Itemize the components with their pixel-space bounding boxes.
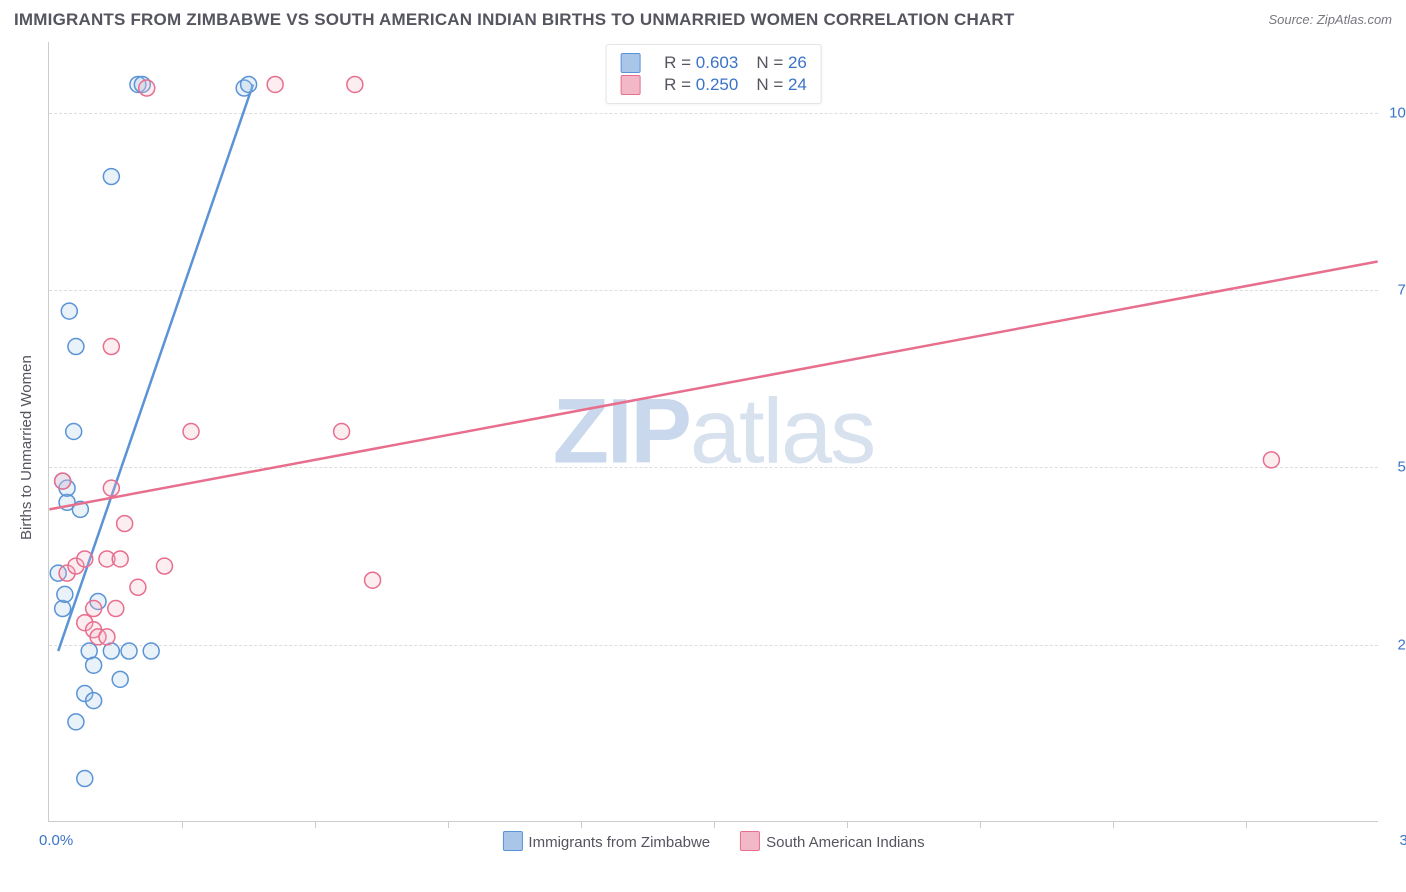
data-point-sai (267, 77, 283, 93)
data-point-sai (77, 551, 93, 567)
data-point-zimbabwe (68, 714, 84, 730)
data-point-sai (1263, 452, 1279, 468)
data-point-sai (117, 516, 133, 532)
data-point-zimbabwe (61, 303, 77, 319)
data-point-sai (156, 558, 172, 574)
chart-title: IMMIGRANTS FROM ZIMBABWE VS SOUTH AMERIC… (14, 10, 1014, 29)
y-axis-label: Births to Unmarried Women (18, 355, 35, 540)
data-point-zimbabwe (112, 671, 128, 687)
legend-item-sai: South American Indians (740, 831, 924, 851)
data-point-zimbabwe (55, 601, 71, 617)
chart-svg-overlay (49, 42, 1378, 821)
data-point-zimbabwe (68, 339, 84, 355)
data-point-zimbabwe (241, 77, 257, 93)
scatter-plot-area: ZIPatlas 0.0% 30.0% Immigrants from Zimb… (48, 42, 1378, 822)
data-point-zimbabwe (66, 424, 82, 440)
x-tick (714, 821, 715, 828)
x-tick (1113, 821, 1114, 828)
x-tick (581, 821, 582, 828)
legend-label: South American Indians (766, 834, 924, 851)
data-point-sai (103, 339, 119, 355)
data-point-zimbabwe (121, 643, 137, 659)
data-point-zimbabwe (77, 771, 93, 787)
legend-item-zimbabwe: Immigrants from Zimbabwe (502, 831, 710, 851)
data-point-sai (347, 77, 363, 93)
legend-label: Immigrants from Zimbabwe (528, 834, 710, 851)
x-axis-max-label: 30.0% (1386, 832, 1406, 849)
x-tick (1246, 821, 1247, 828)
y-tick-label: 25.0% (1384, 636, 1406, 653)
x-tick (448, 821, 449, 828)
data-point-sai (99, 629, 115, 645)
y-tick-label: 75.0% (1384, 282, 1406, 299)
data-point-sai (139, 80, 155, 96)
data-point-zimbabwe (86, 693, 102, 709)
data-point-zimbabwe (86, 657, 102, 673)
data-point-sai (108, 601, 124, 617)
x-tick (847, 821, 848, 828)
data-point-zimbabwe (57, 586, 73, 602)
data-point-sai (112, 551, 128, 567)
y-tick-label: 100.0% (1384, 104, 1406, 121)
data-point-sai (103, 480, 119, 496)
y-tick-label: 50.0% (1384, 459, 1406, 476)
data-point-sai (183, 424, 199, 440)
bottom-legend: Immigrants from Zimbabwe South American I… (502, 831, 924, 851)
x-tick (980, 821, 981, 828)
x-axis-min-label: 0.0% (39, 832, 73, 849)
data-point-sai (365, 572, 381, 588)
trend-line-sai (49, 262, 1377, 510)
x-tick (315, 821, 316, 828)
data-point-zimbabwe (143, 643, 159, 659)
data-point-zimbabwe (103, 169, 119, 185)
x-tick (182, 821, 183, 828)
data-point-sai (130, 579, 146, 595)
data-point-sai (334, 424, 350, 440)
legend-swatch (740, 831, 760, 851)
data-point-sai (86, 601, 102, 617)
data-point-sai (55, 473, 71, 489)
source-text: Source: ZipAtlas.com (1268, 12, 1392, 27)
legend-swatch (502, 831, 522, 851)
